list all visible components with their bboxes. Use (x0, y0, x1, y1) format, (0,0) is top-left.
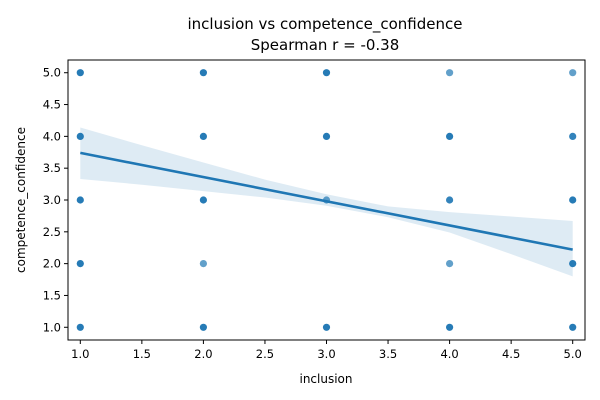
data-point (76, 69, 84, 77)
data-point (569, 69, 577, 77)
y-tick-label: 5.0 (43, 66, 61, 80)
y-tick-label: 3.0 (43, 193, 61, 207)
data-point (199, 196, 207, 204)
x-axis-ticks: 1.0 1.5 2.0 2.5 3.0 3.5 4.0 4.5 5.0 (71, 340, 582, 361)
data-point (446, 323, 454, 331)
points-layer (76, 69, 577, 331)
x-tick-label: 1.0 (71, 347, 89, 361)
data-point (199, 69, 207, 77)
data-point (76, 132, 84, 140)
data-point (322, 132, 331, 140)
y-tick-label: 2.5 (43, 225, 61, 239)
x-tick-label: 3.0 (317, 347, 335, 361)
data-point (446, 132, 454, 140)
data-point (569, 196, 577, 204)
x-tick-label: 2.5 (256, 347, 274, 361)
x-tick-label: 3.5 (379, 347, 397, 361)
regression-line-layer (80, 151, 573, 251)
regression-line (80, 151, 573, 251)
data-point (569, 132, 577, 140)
data-point (76, 196, 84, 204)
data-point (322, 69, 331, 77)
data-point (199, 132, 207, 140)
data-point (569, 260, 577, 268)
x-tick-label: 4.5 (502, 347, 520, 361)
y-tick-label: 1.0 (43, 320, 61, 334)
x-axis-label: inclusion (299, 372, 352, 386)
data-point (199, 260, 207, 268)
data-point (569, 323, 577, 331)
y-axis-ticks: 1.0 1.5 2.0 2.5 3.0 3.5 4.0 4.5 5.0 (43, 66, 68, 334)
data-point (76, 260, 84, 268)
y-tick-label: 1.5 (43, 288, 61, 302)
data-point (446, 260, 454, 268)
x-tick-label: 4.0 (440, 347, 458, 361)
data-point (446, 196, 454, 204)
data-point (199, 323, 207, 331)
chart-title-line2: Spearman r = -0.38 (251, 36, 400, 54)
y-tick-label: 4.0 (43, 129, 61, 143)
x-tick-label: 2.0 (194, 347, 212, 361)
data-point (322, 323, 331, 331)
y-tick-label: 2.0 (43, 257, 61, 271)
data-point (76, 323, 84, 331)
x-tick-label: 5.0 (564, 347, 582, 361)
y-tick-label: 3.5 (43, 161, 61, 175)
chart-title-line1: inclusion vs competence_confidence (188, 15, 463, 34)
data-point (446, 69, 454, 77)
y-axis-label: competence_confidence (14, 127, 28, 273)
y-tick-label: 4.5 (43, 98, 61, 112)
x-tick-label: 1.5 (133, 347, 151, 361)
